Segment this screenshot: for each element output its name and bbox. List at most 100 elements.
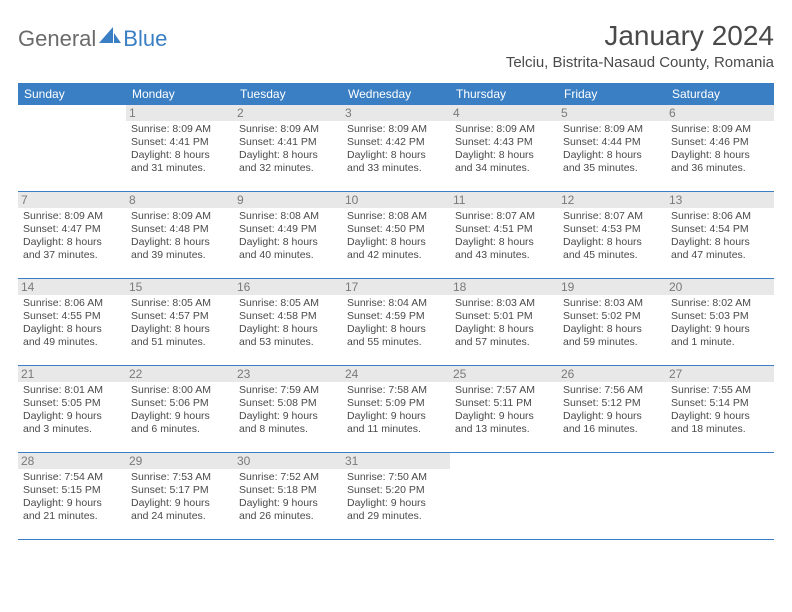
day-cell: [450, 453, 558, 539]
day-cell: 9Sunrise: 8:08 AMSunset: 4:49 PMDaylight…: [234, 192, 342, 278]
week-row: 7Sunrise: 8:09 AMSunset: 4:47 PMDaylight…: [18, 192, 774, 279]
sunrise-text: Sunrise: 8:09 AM: [347, 123, 445, 136]
sunrise-text: Sunrise: 8:08 AM: [239, 210, 337, 223]
day-cell: 3Sunrise: 8:09 AMSunset: 4:42 PMDaylight…: [342, 105, 450, 191]
sunset-text: Sunset: 4:50 PM: [347, 223, 445, 236]
daylight-text: Daylight: 8 hours: [455, 149, 553, 162]
day-number: 5: [558, 105, 666, 121]
daylight-text: and 43 minutes.: [455, 249, 553, 262]
daylight-text: and 39 minutes.: [131, 249, 229, 262]
day-cell: 15Sunrise: 8:05 AMSunset: 4:57 PMDayligh…: [126, 279, 234, 365]
day-number: 12: [558, 192, 666, 208]
logo: General Blue: [18, 20, 167, 52]
day-cell: 18Sunrise: 8:03 AMSunset: 5:01 PMDayligh…: [450, 279, 558, 365]
sunrise-text: Sunrise: 8:02 AM: [671, 297, 769, 310]
sunrise-text: Sunrise: 7:57 AM: [455, 384, 553, 397]
sunset-text: Sunset: 5:20 PM: [347, 484, 445, 497]
sunrise-text: Sunrise: 8:09 AM: [671, 123, 769, 136]
sunset-text: Sunset: 5:14 PM: [671, 397, 769, 410]
weekday-header: Thursday: [450, 83, 558, 105]
weekday-header: Wednesday: [342, 83, 450, 105]
sunrise-text: Sunrise: 8:04 AM: [347, 297, 445, 310]
day-number: 24: [342, 366, 450, 382]
day-number: 16: [234, 279, 342, 295]
day-cell: 27Sunrise: 7:55 AMSunset: 5:14 PMDayligh…: [666, 366, 774, 452]
daylight-text: and 47 minutes.: [671, 249, 769, 262]
daylight-text: Daylight: 8 hours: [671, 236, 769, 249]
daylight-text: and 33 minutes.: [347, 162, 445, 175]
day-cell: 19Sunrise: 8:03 AMSunset: 5:02 PMDayligh…: [558, 279, 666, 365]
day-number: 26: [558, 366, 666, 382]
day-number: 8: [126, 192, 234, 208]
sunrise-text: Sunrise: 8:07 AM: [455, 210, 553, 223]
day-cell: 2Sunrise: 8:09 AMSunset: 4:41 PMDaylight…: [234, 105, 342, 191]
title-block: January 2024 Telciu, Bistrita-Nasaud Cou…: [506, 20, 774, 71]
day-number: 13: [666, 192, 774, 208]
daylight-text: and 18 minutes.: [671, 423, 769, 436]
weekday-header: Saturday: [666, 83, 774, 105]
daylight-text: and 35 minutes.: [563, 162, 661, 175]
sunset-text: Sunset: 4:53 PM: [563, 223, 661, 236]
day-cell: 31Sunrise: 7:50 AMSunset: 5:20 PMDayligh…: [342, 453, 450, 539]
sunset-text: Sunset: 5:09 PM: [347, 397, 445, 410]
day-number: 22: [126, 366, 234, 382]
daylight-text: Daylight: 8 hours: [347, 149, 445, 162]
daylight-text: Daylight: 9 hours: [239, 497, 337, 510]
daylight-text: Daylight: 9 hours: [347, 410, 445, 423]
daylight-text: and 21 minutes.: [23, 510, 121, 523]
day-cell: 6Sunrise: 8:09 AMSunset: 4:46 PMDaylight…: [666, 105, 774, 191]
sunrise-text: Sunrise: 7:50 AM: [347, 471, 445, 484]
daylight-text: Daylight: 8 hours: [131, 149, 229, 162]
daylight-text: Daylight: 8 hours: [563, 236, 661, 249]
calendar-grid: SundayMondayTuesdayWednesdayThursdayFrid…: [18, 83, 774, 540]
daylight-text: Daylight: 8 hours: [239, 323, 337, 336]
day-cell: 30Sunrise: 7:52 AMSunset: 5:18 PMDayligh…: [234, 453, 342, 539]
weekday-header-row: SundayMondayTuesdayWednesdayThursdayFrid…: [18, 83, 774, 105]
day-number: 10: [342, 192, 450, 208]
sunset-text: Sunset: 4:55 PM: [23, 310, 121, 323]
daylight-text: Daylight: 8 hours: [239, 236, 337, 249]
daylight-text: and 49 minutes.: [23, 336, 121, 349]
sunset-text: Sunset: 5:01 PM: [455, 310, 553, 323]
day-cell: [18, 105, 126, 191]
daylight-text: Daylight: 9 hours: [347, 497, 445, 510]
sunrise-text: Sunrise: 7:59 AM: [239, 384, 337, 397]
sunrise-text: Sunrise: 8:05 AM: [131, 297, 229, 310]
day-cell: 10Sunrise: 8:08 AMSunset: 4:50 PMDayligh…: [342, 192, 450, 278]
sunset-text: Sunset: 4:54 PM: [671, 223, 769, 236]
sunset-text: Sunset: 5:03 PM: [671, 310, 769, 323]
sunset-text: Sunset: 4:44 PM: [563, 136, 661, 149]
day-cell: 26Sunrise: 7:56 AMSunset: 5:12 PMDayligh…: [558, 366, 666, 452]
sunrise-text: Sunrise: 8:01 AM: [23, 384, 121, 397]
daylight-text: and 3 minutes.: [23, 423, 121, 436]
day-cell: 13Sunrise: 8:06 AMSunset: 4:54 PMDayligh…: [666, 192, 774, 278]
day-number: 18: [450, 279, 558, 295]
day-number: 6: [666, 105, 774, 121]
daylight-text: and 36 minutes.: [671, 162, 769, 175]
day-number: 11: [450, 192, 558, 208]
day-number: 29: [126, 453, 234, 469]
logo-text-general: General: [18, 26, 96, 52]
daylight-text: Daylight: 9 hours: [23, 410, 121, 423]
day-number: 17: [342, 279, 450, 295]
sunrise-text: Sunrise: 7:55 AM: [671, 384, 769, 397]
daylight-text: and 37 minutes.: [23, 249, 121, 262]
sunrise-text: Sunrise: 8:05 AM: [239, 297, 337, 310]
sunrise-text: Sunrise: 8:09 AM: [131, 210, 229, 223]
day-cell: 16Sunrise: 8:05 AMSunset: 4:58 PMDayligh…: [234, 279, 342, 365]
day-number: 1: [126, 105, 234, 121]
day-cell: 1Sunrise: 8:09 AMSunset: 4:41 PMDaylight…: [126, 105, 234, 191]
sunrise-text: Sunrise: 8:03 AM: [455, 297, 553, 310]
weekday-header: Tuesday: [234, 83, 342, 105]
daylight-text: Daylight: 8 hours: [131, 323, 229, 336]
daylight-text: and 32 minutes.: [239, 162, 337, 175]
week-row: 1Sunrise: 8:09 AMSunset: 4:41 PMDaylight…: [18, 105, 774, 192]
daylight-text: and 11 minutes.: [347, 423, 445, 436]
daylight-text: Daylight: 9 hours: [23, 497, 121, 510]
daylight-text: and 55 minutes.: [347, 336, 445, 349]
day-cell: 8Sunrise: 8:09 AMSunset: 4:48 PMDaylight…: [126, 192, 234, 278]
day-number: 23: [234, 366, 342, 382]
day-cell: 28Sunrise: 7:54 AMSunset: 5:15 PMDayligh…: [18, 453, 126, 539]
daylight-text: and 13 minutes.: [455, 423, 553, 436]
sunrise-text: Sunrise: 7:52 AM: [239, 471, 337, 484]
